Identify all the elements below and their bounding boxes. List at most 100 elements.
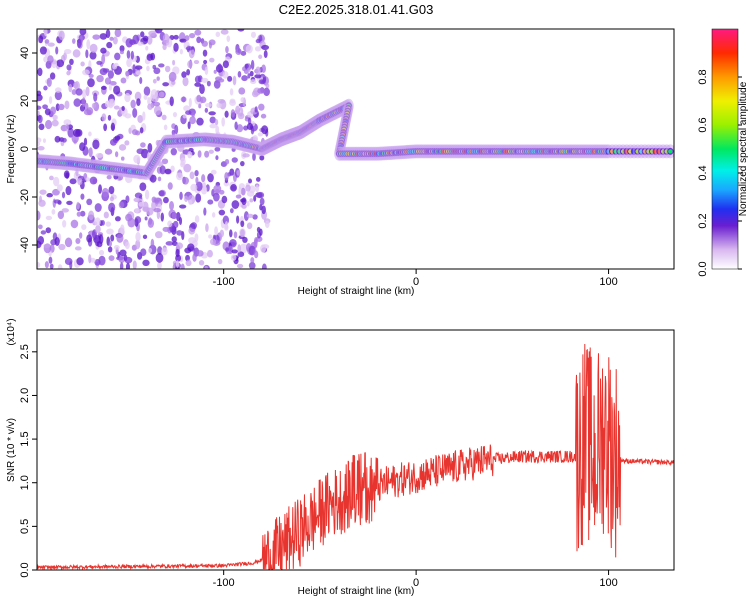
heat-cell bbox=[86, 198, 93, 206]
spectrogram-y-tick-label: 20 bbox=[19, 95, 31, 107]
heat-cell bbox=[139, 127, 144, 134]
heat-cell bbox=[73, 81, 79, 89]
heat-cell bbox=[204, 265, 209, 269]
heat-cell bbox=[241, 75, 248, 82]
heat-cell bbox=[66, 64, 72, 71]
heat-cell bbox=[161, 247, 168, 256]
heat-cell bbox=[179, 217, 183, 225]
heat-cell bbox=[63, 119, 72, 126]
spectrogram-x-ticks: -100 0 100 bbox=[213, 269, 618, 288]
heat-cell bbox=[169, 201, 174, 211]
heat-cell bbox=[131, 129, 139, 136]
heat-cell bbox=[169, 96, 174, 107]
heat-cell bbox=[196, 250, 204, 257]
heat-cell bbox=[107, 70, 114, 79]
heat-cell bbox=[69, 178, 77, 185]
heat-cell bbox=[124, 113, 132, 119]
heat-cell bbox=[73, 98, 81, 107]
heat-cell bbox=[163, 124, 168, 131]
heat-cell bbox=[56, 184, 63, 192]
heat-cell bbox=[136, 148, 145, 155]
heat-cell bbox=[207, 173, 214, 183]
heat-cell bbox=[147, 103, 153, 110]
heat-cell bbox=[92, 34, 101, 40]
heat-cell bbox=[162, 226, 170, 232]
heat-cell bbox=[231, 249, 239, 254]
heat-cell bbox=[160, 212, 165, 222]
heat-cell bbox=[147, 247, 153, 253]
heat-cell bbox=[261, 44, 270, 51]
heat-cell bbox=[153, 101, 161, 107]
heat-cell bbox=[81, 89, 87, 99]
heat-cell bbox=[161, 114, 167, 121]
heat-cell bbox=[203, 207, 207, 216]
heat-cell bbox=[224, 172, 229, 181]
heat-cell bbox=[39, 189, 47, 195]
heat-cell bbox=[108, 84, 112, 91]
heat-cell bbox=[213, 69, 217, 74]
heat-cell bbox=[152, 78, 157, 84]
heat-cell bbox=[240, 97, 245, 103]
heat-cell bbox=[64, 237, 73, 248]
heat-cell bbox=[49, 72, 56, 80]
heat-cell bbox=[199, 84, 205, 95]
heat-cell bbox=[44, 108, 51, 116]
snr-y-tick-label: 2.0 bbox=[19, 388, 31, 403]
heat-cell bbox=[248, 261, 256, 269]
heat-cell bbox=[96, 74, 104, 83]
heat-cell bbox=[214, 119, 219, 126]
heat-cell bbox=[225, 46, 229, 54]
heat-cell bbox=[157, 246, 163, 255]
heat-cell bbox=[63, 49, 72, 55]
heat-cell bbox=[261, 125, 269, 135]
heat-cell bbox=[238, 186, 242, 197]
heat-cell bbox=[216, 102, 222, 109]
heat-cell bbox=[188, 48, 195, 59]
heat-cell bbox=[258, 79, 266, 85]
heat-cell bbox=[110, 234, 115, 242]
heat-cell bbox=[255, 38, 262, 44]
heat-cell bbox=[53, 199, 61, 204]
heat-cell bbox=[148, 217, 153, 225]
heat-cell bbox=[175, 260, 180, 268]
heat-cell bbox=[249, 79, 257, 85]
heat-cell bbox=[249, 198, 254, 203]
heat-cell bbox=[137, 115, 144, 124]
heat-cell bbox=[134, 91, 142, 101]
heat-cell bbox=[164, 168, 172, 175]
heat-cell bbox=[37, 137, 42, 143]
heat-cell bbox=[135, 231, 141, 242]
heat-cell bbox=[242, 236, 248, 243]
heat-cell bbox=[132, 260, 137, 269]
heat-cell bbox=[215, 155, 219, 161]
heat-cell bbox=[237, 251, 245, 258]
heat-cell bbox=[240, 220, 245, 228]
heat-cell bbox=[143, 86, 151, 96]
heat-cell bbox=[48, 256, 53, 264]
heat-cell bbox=[120, 156, 125, 161]
heat-cell bbox=[213, 79, 221, 89]
heat-cell bbox=[213, 192, 220, 202]
snr-y-tick-label: 0.5 bbox=[19, 519, 31, 534]
heat-cell bbox=[94, 217, 101, 227]
heat-cell bbox=[139, 182, 147, 191]
heat-cell bbox=[153, 67, 161, 75]
heat-cell bbox=[224, 221, 229, 230]
heat-cell bbox=[95, 225, 101, 234]
heat-cell bbox=[153, 208, 162, 213]
heat-cell bbox=[77, 177, 83, 186]
heat-cell bbox=[222, 60, 229, 69]
heat-cell bbox=[235, 105, 241, 115]
heat-cell bbox=[195, 193, 202, 203]
heat-cell bbox=[37, 224, 43, 230]
heat-cell bbox=[209, 238, 217, 246]
heat-cell bbox=[229, 229, 233, 238]
heat-cell bbox=[81, 97, 86, 107]
heat-cell bbox=[254, 106, 258, 113]
heat-cell bbox=[229, 88, 234, 96]
heat-cell bbox=[173, 34, 179, 40]
colorbar-tick-label: 0.6 bbox=[697, 117, 709, 132]
heat-cell bbox=[224, 110, 229, 118]
heat-cell bbox=[252, 152, 256, 161]
heat-cell bbox=[209, 116, 216, 124]
